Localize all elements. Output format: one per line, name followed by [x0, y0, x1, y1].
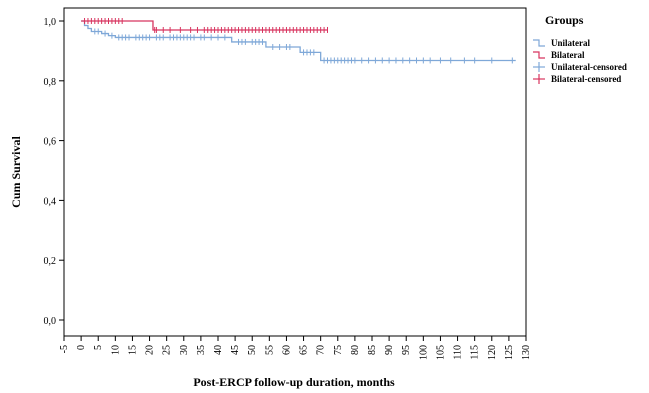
y-tick-label: 0,8: [44, 77, 57, 88]
y-tick-label: 0,0: [44, 316, 57, 327]
x-tick-label: 45: [230, 345, 241, 355]
y-tick-label: 0,2: [44, 256, 57, 267]
legend: Unilateral Bilateral Unilateral-censored Bi…: [533, 38, 627, 84]
legend-entry-label: Bilateral-censored: [551, 74, 621, 84]
y-tick-label: 0,4: [44, 196, 57, 207]
x-tick-label: 40: [213, 345, 224, 355]
x-tick-label: -5: [59, 345, 70, 353]
x-tick-label: 10: [110, 345, 121, 355]
legend-entry-label: Bilateral: [551, 50, 585, 60]
x-tick-label: 100: [418, 345, 429, 360]
x-tick-label: 70: [316, 345, 327, 355]
legend-entry-label: Unilateral-censored: [551, 62, 627, 72]
x-tick-label: 35: [196, 345, 207, 355]
x-tick-label: 30: [179, 345, 190, 355]
series-line-bilateral: [81, 20, 328, 31]
x-tick-label: 15: [127, 345, 138, 355]
x-tick-label: 60: [281, 345, 292, 355]
x-tick-label: 120: [487, 345, 498, 360]
legend-title: Groups: [545, 13, 584, 27]
x-tick-label: 125: [504, 345, 515, 360]
x-axis-title: Post-ERCP follow-up duration, months: [193, 375, 395, 389]
x-tick-label: 20: [145, 345, 156, 355]
y-axis-ticks: 0,0 0,2 0,4 0,6 0,8 1,0: [44, 17, 64, 327]
y-axis-title: Cum Survival: [9, 136, 23, 208]
x-tick-label: 85: [367, 345, 378, 355]
plot-frame: [63, 7, 527, 337]
x-tick-label: 50: [247, 345, 258, 355]
x-tick-label: 130: [521, 345, 532, 360]
x-tick-label: 110: [453, 345, 464, 360]
x-tick-label: 25: [162, 345, 173, 355]
x-tick-label: 5: [93, 345, 104, 350]
y-tick-label: 0,6: [44, 137, 57, 148]
x-tick-label: 65: [299, 345, 310, 355]
series-layer: [81, 18, 516, 64]
x-tick-label: 95: [401, 345, 412, 355]
legend-entry-label: Unilateral: [551, 38, 590, 48]
legend-swatch: [533, 51, 545, 59]
x-tick-label: 90: [384, 345, 395, 355]
x-tick-label: 115: [470, 345, 481, 360]
x-tick-label: 0: [76, 345, 87, 350]
x-tick-label: 80: [350, 345, 361, 355]
x-tick-label: 105: [435, 345, 446, 360]
y-tick-label: 1,0: [44, 17, 57, 28]
x-tick-label: 75: [333, 345, 344, 355]
x-axis-ticks: -5 0 5 10 15 20 25 30 35 40 45 50 55 60 65 70 75 80 85 90 95…: [59, 336, 532, 360]
legend-swatch: [533, 39, 545, 47]
x-tick-label: 55: [264, 345, 275, 355]
